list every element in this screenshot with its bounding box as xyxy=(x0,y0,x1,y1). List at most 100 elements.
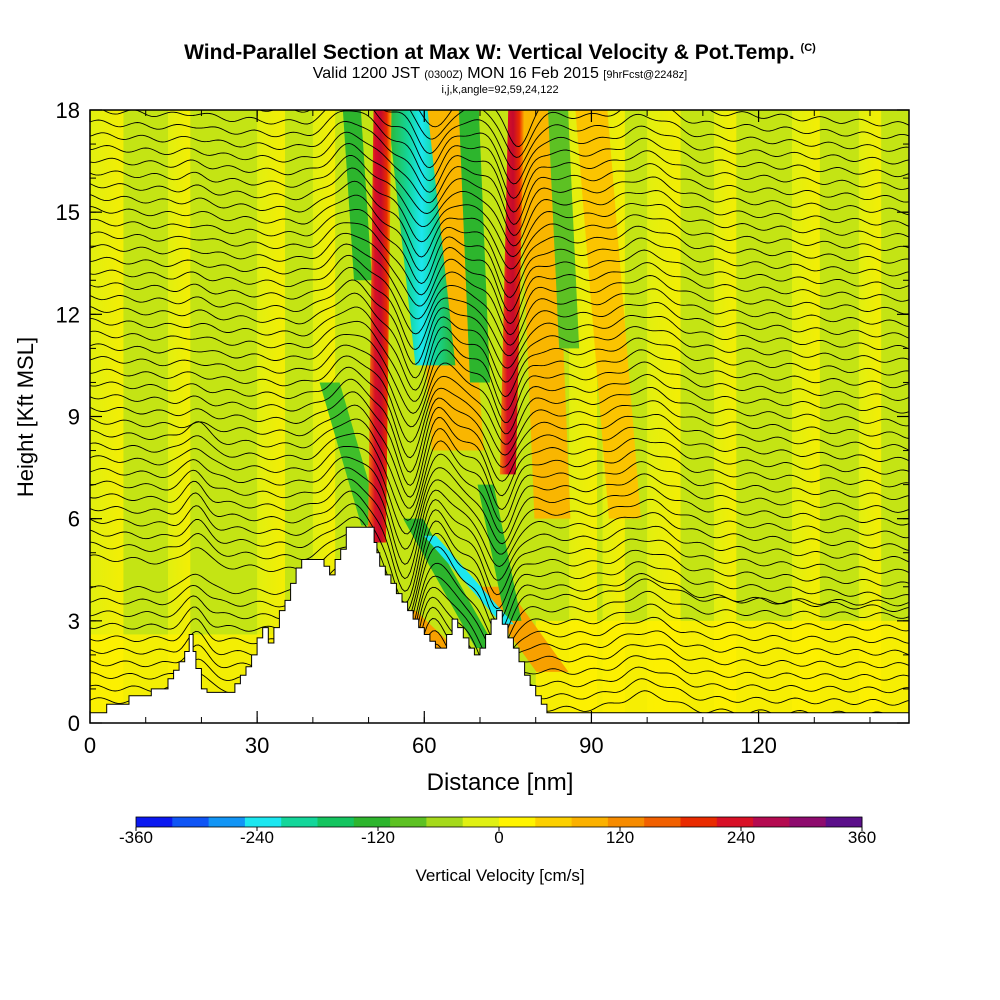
colorbar-swatch xyxy=(789,817,827,827)
x-tick-label: 90 xyxy=(579,733,603,758)
colorbar-swatch xyxy=(716,817,754,827)
theta-contour xyxy=(90,490,909,592)
theta-contours xyxy=(90,110,909,723)
colorbar-swatch xyxy=(172,817,210,827)
colorbar-swatch xyxy=(462,817,500,827)
theta-contour xyxy=(90,404,909,498)
y-tick-label: 3 xyxy=(68,609,80,634)
theta-contour xyxy=(90,266,909,357)
theta-contour xyxy=(90,232,909,325)
title-block: Wind-Parallel Section at Max W: Vertical… xyxy=(0,36,1000,96)
theta-contour xyxy=(90,456,909,550)
theta-contour xyxy=(90,355,909,445)
theta-contour xyxy=(90,445,909,535)
theta-contour xyxy=(409,110,909,158)
theta-contour xyxy=(90,516,909,615)
theta-contour xyxy=(418,110,909,148)
theta-contour xyxy=(90,155,909,247)
colorbar-swatch xyxy=(535,817,573,827)
theta-contour xyxy=(90,391,909,486)
velocity-band xyxy=(168,110,191,723)
theta-contour xyxy=(90,222,909,312)
velocity-band xyxy=(858,110,882,723)
x-axis-label: Distance [nm] xyxy=(427,769,574,796)
theta-contour xyxy=(90,432,909,523)
y-tick-label: 0 xyxy=(68,711,80,736)
theta-contour xyxy=(90,131,909,225)
chart-title: Wind-Parallel Section at Max W: Vertical… xyxy=(184,41,816,64)
utc-time: (0300Z) xyxy=(424,69,463,81)
y-tick-label: 12 xyxy=(56,302,80,327)
colorbar-swatch xyxy=(753,817,790,827)
theta-contour xyxy=(90,418,909,511)
theta-contour xyxy=(90,503,909,604)
axes: 0 30 60 90 120 0 3 6 9 12 15 18 xyxy=(56,98,909,758)
copyright-tag: (C) xyxy=(800,42,816,54)
colorbar-swatch xyxy=(136,817,173,827)
theta-contour xyxy=(101,110,909,185)
theta-contour xyxy=(90,478,909,580)
y-tick-label: 9 xyxy=(68,405,80,430)
colorbar-swatch xyxy=(353,817,391,827)
theta-contour xyxy=(90,467,909,565)
colorbar-label: Vertical Velocity [cm/s] xyxy=(415,866,584,885)
colorbar-swatch xyxy=(426,817,464,827)
forecast-info: [9hrFcst@2248z] xyxy=(603,69,688,81)
theta-contour xyxy=(90,208,909,298)
theta-contour xyxy=(90,320,909,411)
section-params: i,j,k,angle=92,59,24,122 xyxy=(441,84,559,96)
colorbar-swatch xyxy=(607,817,645,827)
colorbar-swatch xyxy=(244,817,282,827)
colorbar-swatch xyxy=(825,817,863,827)
colorbar-tick-label: 240 xyxy=(727,828,755,847)
x-tick-label: 0 xyxy=(84,733,96,758)
colorbar-swatch xyxy=(317,817,355,827)
updraft-core xyxy=(499,110,525,475)
chart-subtitle: Valid 1200 JST (0300Z) MON 16 Feb 2015 [… xyxy=(312,65,688,82)
downdraft-core xyxy=(319,382,382,526)
colorbar-tick-label: 360 xyxy=(848,828,876,847)
y-axis-label: Height [Kft MSL] xyxy=(13,337,38,497)
theta-contour xyxy=(90,243,909,336)
velocity-band xyxy=(714,110,737,723)
theta-contour xyxy=(90,167,909,258)
y-tick-label: 18 xyxy=(56,98,80,123)
theta-contour xyxy=(90,306,909,398)
colorbar-swatch xyxy=(571,817,609,827)
theta-contour xyxy=(90,254,909,346)
colorbar-swatch xyxy=(499,817,536,827)
colorbar-swatch xyxy=(680,817,718,827)
theta-contour xyxy=(90,378,909,473)
colorbar-swatch xyxy=(281,817,318,827)
theta-contour xyxy=(90,180,909,270)
y-tick-label: 15 xyxy=(56,200,80,225)
updraft-core xyxy=(367,110,392,543)
terrain xyxy=(90,526,909,723)
x-tick-label: 60 xyxy=(412,733,436,758)
colorbar-swatch xyxy=(390,817,427,827)
x-tick-label: 120 xyxy=(740,733,777,758)
theta-contour xyxy=(90,110,909,199)
theta-contour xyxy=(90,194,909,284)
colorbar-tick-label: 0 xyxy=(494,828,503,847)
theta-contour xyxy=(259,110,909,171)
theta-contour xyxy=(90,344,909,435)
theta-contour xyxy=(90,279,909,369)
theta-contour xyxy=(90,121,909,213)
theta-contour xyxy=(90,334,909,424)
colorbar-swatch xyxy=(644,817,681,827)
downdraft-core xyxy=(477,484,522,621)
colorbar-swatch xyxy=(208,817,246,827)
theta-contour xyxy=(90,643,909,723)
downdraft-core xyxy=(548,110,580,349)
downdraft-core xyxy=(387,110,456,366)
x-tick-label: 30 xyxy=(245,733,269,758)
theta-contour xyxy=(90,366,909,459)
y-tick-label: 6 xyxy=(68,507,80,532)
colorbar-tick-label: -240 xyxy=(240,828,274,847)
colorbar: -360 -240 -120 0 120 240 360 xyxy=(119,816,876,847)
colorbar-tick-label: 120 xyxy=(606,828,634,847)
colorbar-tick-label: -360 xyxy=(119,828,153,847)
colorbar-tick-label: -120 xyxy=(361,828,395,847)
